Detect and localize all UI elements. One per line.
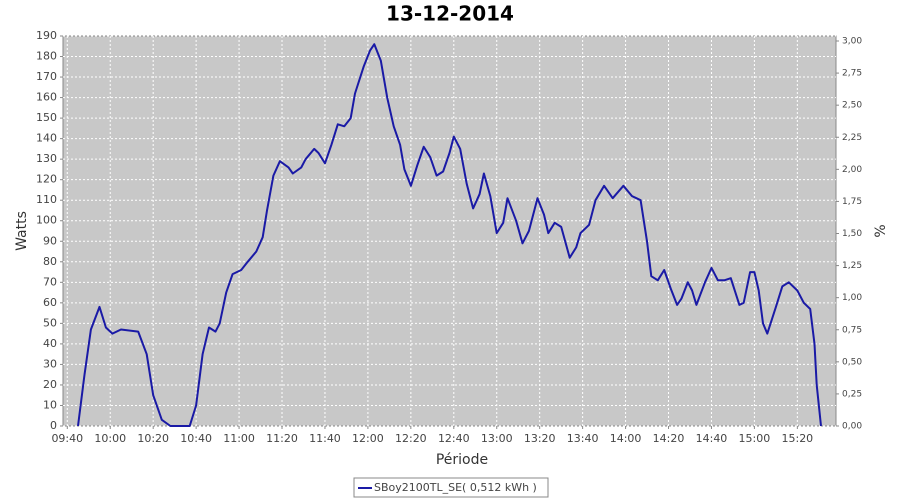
chart-title: 13-12-2014 [386,2,514,26]
x-tick-label: 12:20 [395,432,427,445]
y2-tick-label: 0,75 [842,325,862,335]
y2-tick-label: 0,00 [842,422,862,432]
y2-tick-label: 0,25 [842,389,862,399]
y2-tick-label: 2,75 [842,69,862,79]
y-tick-label: 170 [36,70,57,83]
x-tick-label: 13:20 [524,432,556,445]
x-tick-label: 12:00 [352,432,384,445]
y2-tick-label: 2,00 [842,165,862,175]
y2-tick-label: 1,75 [842,197,862,207]
x-tick-label: 14:00 [610,432,642,445]
x-tick-label: 13:00 [481,432,513,445]
y2-tick-label: 3,00 [842,37,862,47]
x-tick-label: 09:40 [51,432,83,445]
y-tick-label: 60 [43,296,57,309]
y-tick-label: 30 [43,357,57,370]
y-tick-label: 100 [36,214,57,227]
x-tick-label: 14:40 [696,432,728,445]
x-tick-label: 15:20 [781,432,813,445]
y-tick-label: 80 [43,255,57,268]
y-tick-label: 120 [36,173,57,186]
y-tick-label: 140 [36,132,57,145]
x-tick-label: 14:20 [653,432,685,445]
x-tick-label: 12:40 [438,432,470,445]
x-tick-label: 11:20 [266,432,298,445]
x-tick-label: 15:00 [739,432,771,445]
x-tick-label: 13:40 [567,432,599,445]
y-tick-label: 130 [36,152,57,165]
legend-label: SBoy2100TL_SE( 0,512 kWh ) [374,481,537,494]
legend [353,477,549,498]
y-tick-label: 20 [43,378,57,391]
x-axis-title: Période [436,452,488,468]
y-tick-label: 0 [50,419,57,432]
y2-tick-label: 1,25 [842,261,862,271]
series-line [77,43,822,427]
x-tick-label: 10:40 [180,432,212,445]
y-tick-label: 180 [36,50,57,63]
x-tick-label: 11:40 [309,432,341,445]
x-tick-label: 10:20 [137,432,169,445]
y-tick-label: 150 [36,111,57,124]
y-tick-label: 110 [36,193,57,206]
y2-tick-label: 2,25 [842,133,862,143]
y2-tick-label: 2,50 [842,101,862,111]
y2-tick-label: 1,00 [842,293,862,303]
y-tick-label: 90 [43,234,57,247]
y2-axis-title: % [873,224,889,237]
y-tick-label: 50 [43,316,57,329]
y-tick-label: 160 [36,91,57,104]
x-tick-label: 11:00 [223,432,255,445]
x-tick-label: 10:00 [94,432,126,445]
y2-tick-label: 1,50 [842,229,862,239]
y-tick-label: 10 [43,398,57,411]
y2-tick-label: 0,50 [842,357,862,367]
y-tick-label: 190 [36,29,57,42]
plot-area [62,35,837,427]
y-axis-title: Watts [14,211,30,251]
y-tick-label: 40 [43,337,57,350]
y-tick-label: 70 [43,275,57,288]
